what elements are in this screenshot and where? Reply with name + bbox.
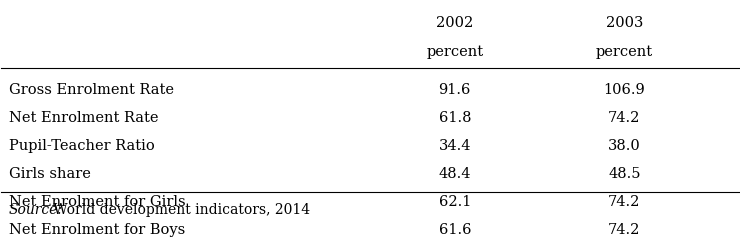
Text: Net Enrolment Rate: Net Enrolment Rate bbox=[9, 111, 158, 125]
Text: 34.4: 34.4 bbox=[439, 139, 471, 153]
Text: Pupil-Teacher Ratio: Pupil-Teacher Ratio bbox=[9, 139, 155, 153]
Text: Girls share: Girls share bbox=[9, 167, 90, 181]
Text: Net Enrolment for Boys: Net Enrolment for Boys bbox=[9, 223, 185, 237]
Text: 61.8: 61.8 bbox=[439, 111, 471, 125]
Text: 2002: 2002 bbox=[436, 16, 474, 30]
Text: 38.0: 38.0 bbox=[608, 139, 641, 153]
Text: 2003: 2003 bbox=[605, 16, 643, 30]
Text: Net Enrolment for Girls: Net Enrolment for Girls bbox=[9, 195, 186, 209]
Text: 74.2: 74.2 bbox=[608, 223, 641, 237]
Text: 74.2: 74.2 bbox=[608, 111, 641, 125]
Text: 106.9: 106.9 bbox=[603, 83, 645, 97]
Text: 48.5: 48.5 bbox=[608, 167, 641, 181]
Text: World development indicators, 2014: World development indicators, 2014 bbox=[50, 203, 311, 217]
Text: percent: percent bbox=[596, 45, 653, 60]
Text: 48.4: 48.4 bbox=[439, 167, 471, 181]
Text: 91.6: 91.6 bbox=[439, 83, 471, 97]
Text: Source:: Source: bbox=[9, 203, 63, 217]
Text: Gross Enrolment Rate: Gross Enrolment Rate bbox=[9, 83, 174, 97]
Text: 62.1: 62.1 bbox=[439, 195, 471, 209]
Text: 74.2: 74.2 bbox=[608, 195, 641, 209]
Text: percent: percent bbox=[426, 45, 483, 60]
Text: 61.6: 61.6 bbox=[439, 223, 471, 237]
